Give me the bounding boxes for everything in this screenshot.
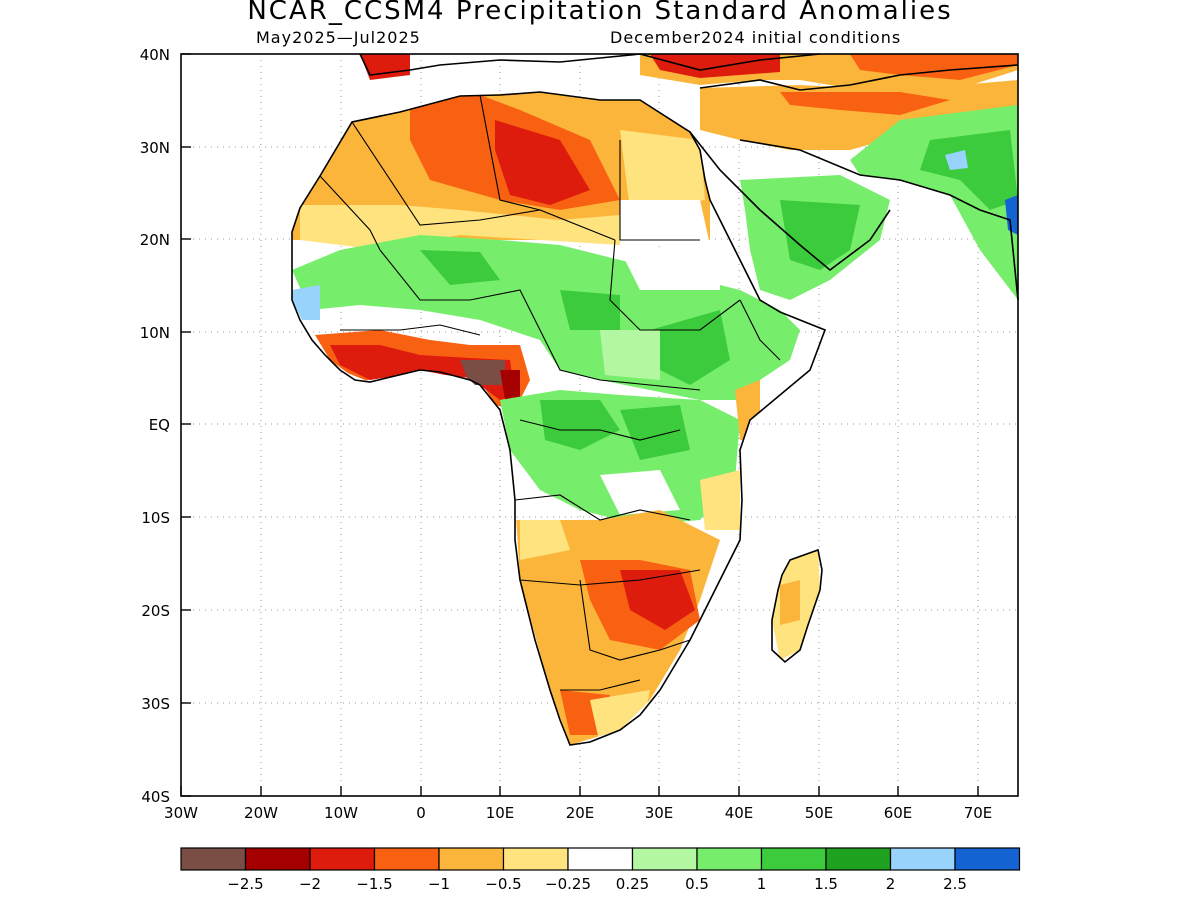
y-tick-label: 10N <box>140 324 170 342</box>
forecast-period: May2025—Jul2025 <box>256 28 421 47</box>
colorbar-swatch <box>567 847 634 871</box>
colorbar-label: −0.25 <box>545 875 591 893</box>
y-tick-label: 40S <box>141 788 170 806</box>
colorbar-swatch <box>825 847 892 871</box>
y-tick-label: 20S <box>141 602 170 620</box>
y-tick-label: 10S <box>141 509 170 527</box>
colorbar-labels: −2.5 −2 −1.5 −1 −0.5 −0.25 0.25 0.5 1 1.5 2 2.5 <box>227 875 967 893</box>
y-axis-labels: 40N 30N 20N 10N EQ 10S 20S 30S 40S <box>140 46 170 806</box>
colorbar-label: −0.5 <box>485 875 521 893</box>
y-tick-label: 30S <box>141 695 170 713</box>
colorbar-swatch <box>502 847 569 871</box>
colorbar-label: 2.5 <box>943 875 967 893</box>
x-tick-label: 0 <box>416 804 426 822</box>
colorbar-label: −2.5 <box>227 875 263 893</box>
colorbar-label: 2 <box>886 875 896 893</box>
colorbar-label: −1.5 <box>356 875 392 893</box>
x-tick-label: 70E <box>964 804 993 822</box>
colorbar-label: −1 <box>428 875 450 893</box>
x-tick-label: 20W <box>244 804 278 822</box>
x-tick-label: 20E <box>566 804 595 822</box>
colorbar-label: 1.5 <box>814 875 838 893</box>
country-borders <box>319 94 781 691</box>
madagascar-field <box>772 550 820 660</box>
colorbar-swatch <box>696 847 763 871</box>
y-tick-label: 30N <box>140 139 170 157</box>
colorbar-swatch <box>180 847 247 871</box>
colorbar-label: 1 <box>757 875 767 893</box>
colorbar-label: 0.5 <box>685 875 709 893</box>
colorbar-label: −2 <box>299 875 321 893</box>
y-tick-label: 20N <box>140 231 170 249</box>
colorbar-swatch <box>309 847 376 871</box>
map-title: NCAR_CCSM4 Precipitation Standard Anomal… <box>247 0 953 26</box>
y-tick-label: EQ <box>149 416 170 434</box>
x-tick-label: 50E <box>805 804 834 822</box>
colorbar-swatch <box>438 847 505 871</box>
colorbar-swatch <box>760 847 827 871</box>
tick-marks <box>180 53 979 797</box>
colorbar-swatch <box>631 847 698 871</box>
x-tick-label: 30W <box>164 804 198 822</box>
x-tick-label: 10E <box>486 804 515 822</box>
colorbar-swatch <box>954 847 1021 871</box>
colorbar-swatch <box>244 847 311 871</box>
colorbar-label: 0.25 <box>616 875 649 893</box>
x-tick-label: 60E <box>884 804 913 822</box>
colorbar-swatch <box>373 847 440 871</box>
plot-frame <box>180 53 1019 797</box>
x-axis-labels: 30W 20W 10W 0 10E 20E 30E 40E 50E 60E 70… <box>164 804 992 822</box>
x-tick-label: 30E <box>645 804 674 822</box>
colorbar-swatch <box>889 847 956 871</box>
initial-conditions: December2024 initial conditions <box>610 28 902 47</box>
x-tick-label: 40E <box>725 804 754 822</box>
y-tick-label: 40N <box>140 46 170 64</box>
x-tick-label: 10W <box>324 804 358 822</box>
colorbar <box>180 847 1021 871</box>
